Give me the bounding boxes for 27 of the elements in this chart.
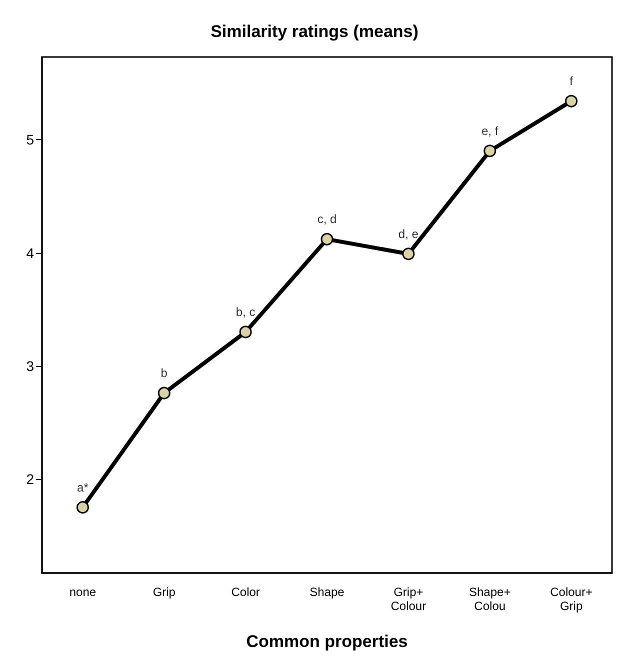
chart-title: Similarity ratings (means) xyxy=(210,22,418,41)
y-tick-label: 5 xyxy=(26,132,34,148)
annotation: a* xyxy=(77,480,89,494)
annotation: d, e xyxy=(398,226,419,241)
x-tick-label: none xyxy=(69,585,96,599)
annotation: c, d xyxy=(317,212,337,226)
y-tick-label: 2 xyxy=(26,471,34,488)
point xyxy=(76,501,89,514)
point xyxy=(239,326,252,338)
annotation: f xyxy=(570,74,574,88)
point xyxy=(484,144,496,158)
point xyxy=(320,232,334,246)
annotation: e, f xyxy=(482,124,499,138)
point xyxy=(158,386,170,400)
point xyxy=(402,248,415,260)
x-tick-label: Shape xyxy=(310,585,345,599)
x-axis-title: Common properties xyxy=(246,632,408,651)
x-tick-label: Grip+ Colour xyxy=(390,585,426,613)
x-tick-label: Color xyxy=(231,585,260,599)
x-tick-label: Shape+ Colou xyxy=(469,585,511,613)
annotation: b xyxy=(160,366,168,380)
x-tick-label: Grip xyxy=(152,585,176,599)
point xyxy=(565,94,578,108)
y-tick-label: 3 xyxy=(26,358,34,374)
y-tick-label: 4 xyxy=(26,244,34,261)
annotation: b, c xyxy=(236,304,256,319)
x-tick-label: Colour+ Grip xyxy=(550,585,592,613)
